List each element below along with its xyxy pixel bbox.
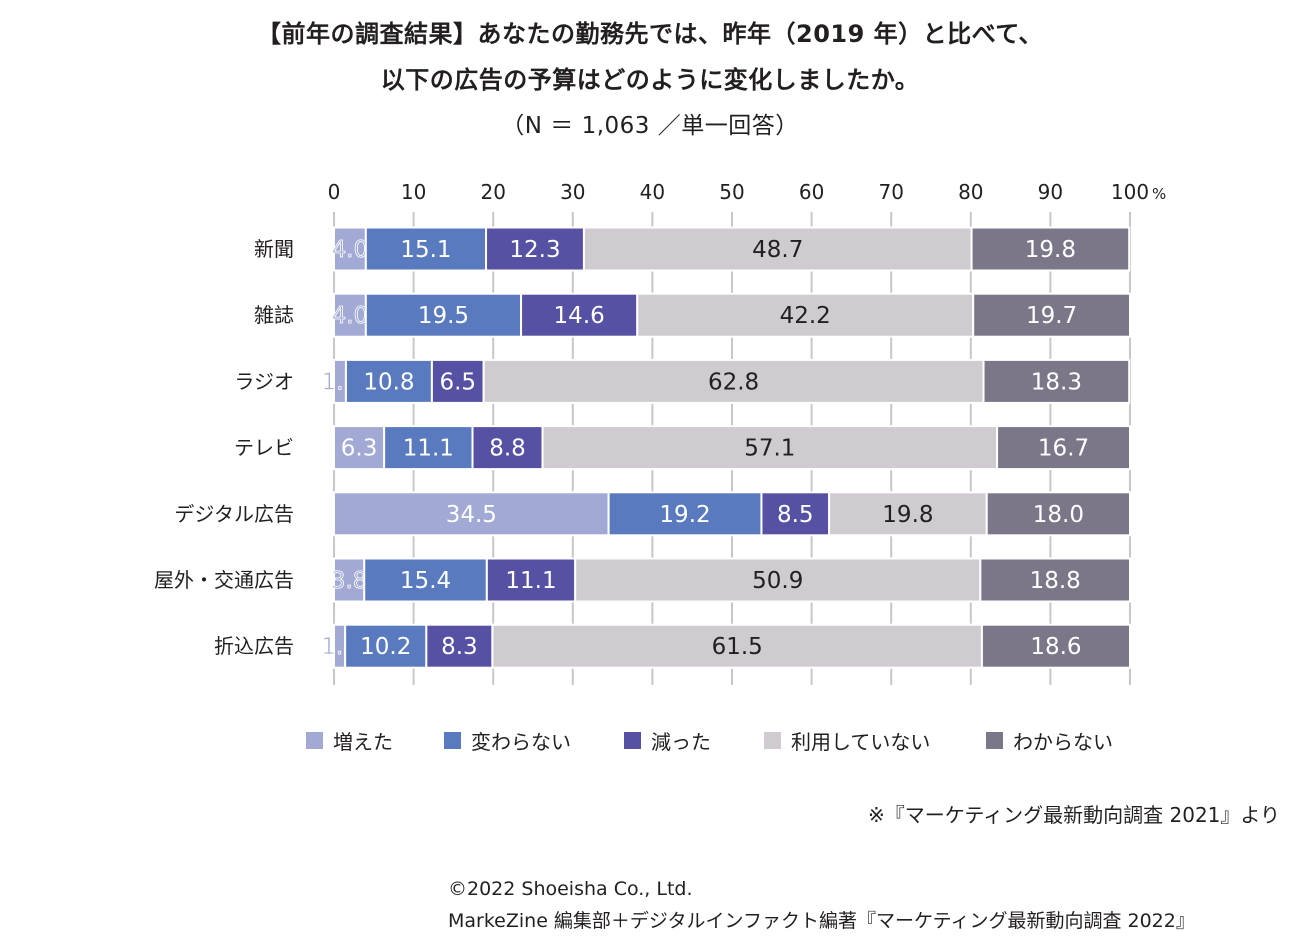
category-label: 雑誌: [254, 303, 294, 327]
bar-segment: [541, 425, 999, 471]
chart-legend: 増えた 変わらない 減った 利用していない わからない: [306, 726, 1136, 755]
chart-subtitle: （N ＝ 1,063 ／単一回答）: [501, 113, 799, 139]
data-label: 14.6: [554, 303, 605, 329]
bar-segment: [760, 491, 831, 537]
x-tick-label: 50: [719, 180, 744, 204]
legend-label: 減った: [651, 730, 711, 754]
legend-swatch: [306, 732, 323, 749]
data-label: 8.8: [489, 436, 526, 462]
data-label: 19.7: [1026, 303, 1077, 329]
data-label: 18.0: [1033, 502, 1084, 528]
x-tick-label: 80: [958, 180, 983, 204]
bar-segment: [980, 623, 1131, 669]
data-label: 57.1: [744, 436, 795, 462]
x-tick-label: 30: [560, 180, 585, 204]
legend-item: 減った: [624, 726, 764, 755]
data-label: 4.0: [332, 237, 369, 263]
data-label: 34.5: [446, 502, 497, 528]
category-label: デジタル広告: [174, 502, 294, 526]
x-tick-label: 20: [480, 180, 505, 204]
bar-segment: [520, 292, 639, 338]
x-tick-label: 40: [640, 180, 665, 204]
chart-title-line2: 以下の広告の予算はどのように変化しましたか。: [380, 66, 920, 94]
x-tick-label: 60: [799, 180, 824, 204]
x-tick-label: 100: [1111, 180, 1149, 204]
bar-segment: [828, 491, 988, 537]
data-label: 11.1: [505, 568, 556, 594]
bar-segment: [574, 557, 982, 603]
data-label: 10.8: [363, 369, 414, 395]
bar-segment: [364, 226, 488, 272]
bar-segment: [485, 557, 577, 603]
data-label: 4.0: [332, 303, 369, 329]
legend-label: 利用していない: [791, 730, 931, 754]
data-label: 3.8: [331, 568, 368, 594]
data-label: 6.5: [439, 369, 476, 395]
stacked-bar-chart: 0 10 20 30 40 50 60 70 80 90 100 % 新聞 4.0 15.1 12.3 48.7…: [154, 180, 1166, 685]
data-label: 18.8: [1030, 568, 1081, 594]
category-label: 新聞: [254, 237, 294, 261]
x-tick-label: 90: [1038, 180, 1063, 204]
legend-swatch: [986, 732, 1003, 749]
category-label: 屋外・交通広告: [154, 568, 294, 592]
category-label: 折込広告: [214, 634, 294, 658]
bar-segment: [996, 425, 1131, 471]
legend-swatch: [624, 732, 641, 749]
credit-text: MarkeZine 編集部＋デジタルインファクト編著『マーケティング最新動向調査…: [448, 910, 1195, 932]
data-label: 19.8: [882, 502, 933, 528]
category-label: ラジオ: [234, 369, 294, 393]
data-label: 50.9: [752, 568, 803, 594]
data-label: 48.7: [752, 237, 803, 263]
bar-segment: [982, 358, 1131, 404]
bar-segment: [972, 292, 1131, 338]
data-label: 16.7: [1038, 436, 1089, 462]
bar-segment: [363, 557, 488, 603]
data-label: 8.3: [441, 634, 478, 660]
data-label: 11.1: [403, 436, 454, 462]
bar-segment: [485, 226, 585, 272]
data-label: 61.5: [712, 634, 763, 660]
bar-segment: [430, 358, 485, 404]
bar-segment: [985, 491, 1131, 537]
legend-label: 変わらない: [471, 730, 571, 754]
legend-swatch: [444, 732, 461, 749]
data-label: 10.2: [360, 634, 411, 660]
chart-title: 【前年の調査結果】あなたの勤務先では、昨年（2019 年）と比べて、: [257, 20, 1043, 48]
legend-item: 利用していない: [764, 726, 986, 755]
legend-item: 変わらない: [444, 726, 624, 755]
data-label: 19.2: [659, 502, 710, 528]
bar-segment: [607, 491, 763, 537]
bar-segment: [491, 623, 983, 669]
legend-item: 増えた: [306, 726, 444, 755]
bar-segment: [970, 226, 1131, 272]
x-tick-label: 0: [328, 180, 341, 204]
legend-swatch: [764, 732, 781, 749]
bar-segment: [425, 623, 494, 669]
data-label: 8.5: [777, 502, 814, 528]
data-label: 15.4: [400, 568, 451, 594]
data-label: 19.5: [418, 303, 469, 329]
legend-label: 増えた: [333, 730, 393, 754]
legend-item: わからない: [986, 726, 1136, 755]
x-tick-label: 70: [878, 180, 903, 204]
legend-label: わからない: [1013, 730, 1113, 754]
data-label: 6.3: [341, 436, 378, 462]
source-note: ※『マーケティング最新動向調査 2021』より: [867, 803, 1280, 827]
data-label: 18.6: [1030, 634, 1081, 660]
bar-segment: [333, 557, 366, 603]
x-unit-label: %: [1152, 185, 1166, 203]
data-label: 42.2: [780, 303, 831, 329]
x-tick-label: 10: [401, 180, 426, 204]
bar-segment: [979, 557, 1131, 603]
bar-segment: [482, 358, 985, 404]
data-label: 12.3: [509, 237, 560, 263]
data-label: 62.8: [708, 369, 759, 395]
category-label: テレビ: [234, 436, 294, 460]
copyright-text: ©2022 Shoeisha Co., Ltd.: [448, 878, 693, 900]
data-label: 18.3: [1031, 369, 1082, 395]
data-label: 15.1: [400, 237, 451, 263]
bar-segment: [333, 226, 367, 272]
data-label: 19.8: [1025, 237, 1076, 263]
